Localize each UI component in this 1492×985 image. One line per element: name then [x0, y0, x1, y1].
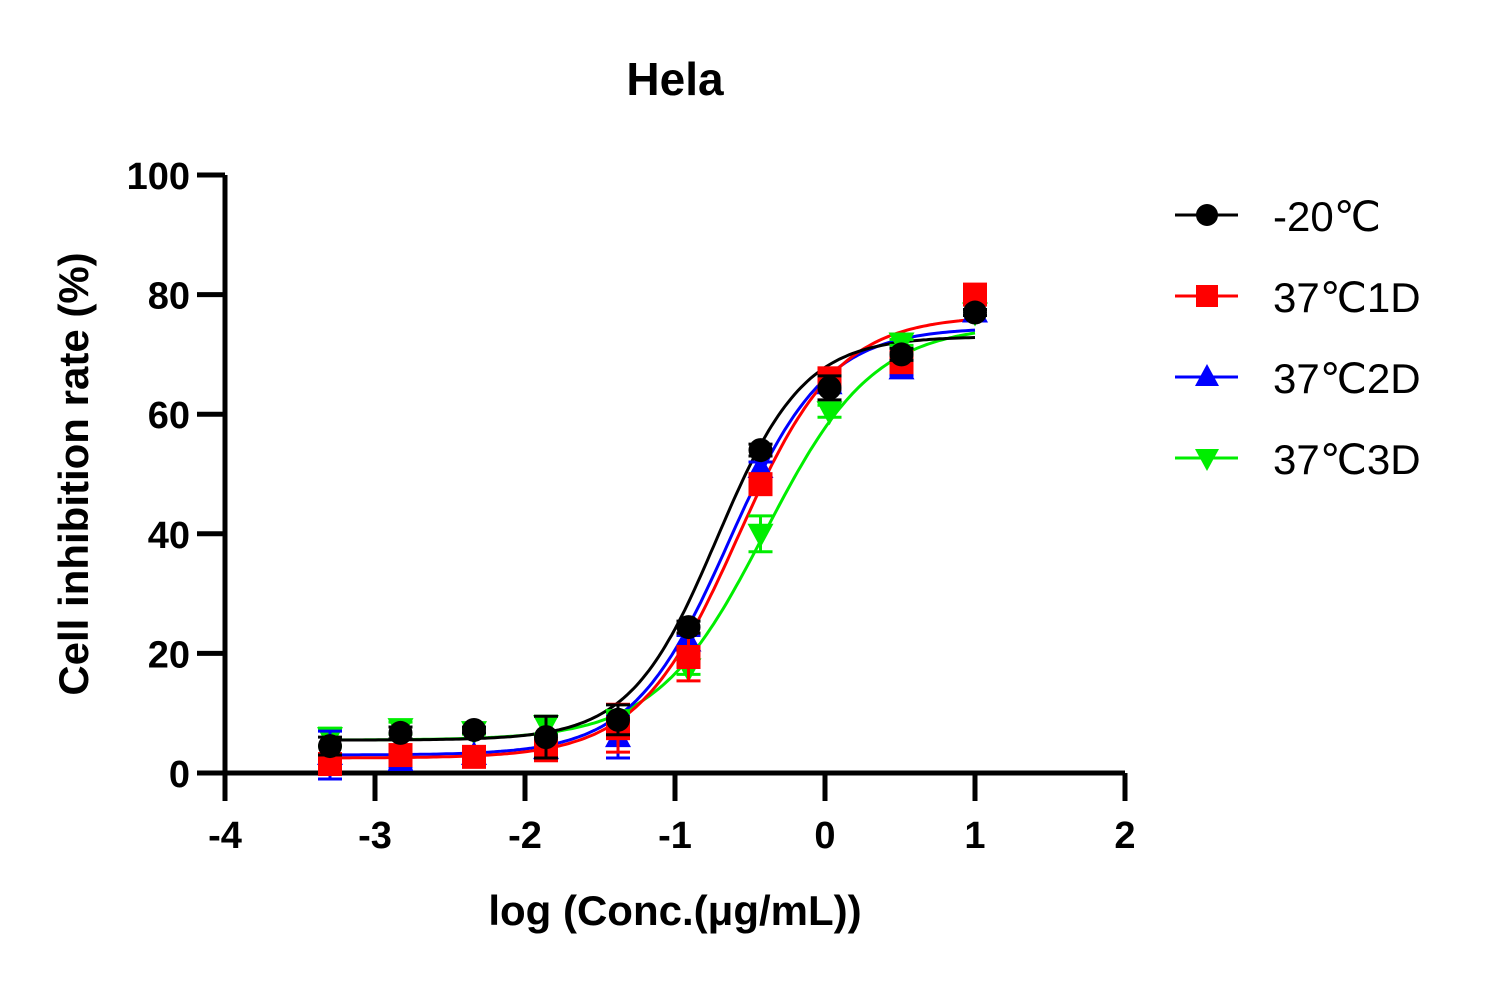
legend-label: 37℃3D: [1273, 436, 1421, 483]
square-marker: [748, 472, 773, 497]
legend-label: -20℃: [1273, 193, 1381, 240]
y-axis-label: Cell inhibition rate (%): [50, 252, 97, 695]
legend: -20℃ 37℃1D 37℃2D 37℃3D: [1175, 193, 1421, 483]
square-marker: [388, 743, 413, 768]
chart-title: Hela: [626, 53, 724, 105]
y-tick-label: 0: [169, 754, 190, 796]
fit-curve: [330, 336, 976, 742]
x-tick-label: -1: [658, 815, 692, 857]
x-tick-label: -3: [358, 815, 392, 857]
x-tick-label: 1: [964, 815, 985, 857]
circle-marker: [676, 615, 701, 640]
x-tick-label: 2: [1114, 815, 1135, 857]
square-marker: [1196, 285, 1218, 307]
y-tick-label: 80: [148, 276, 190, 318]
circle-marker: [748, 438, 773, 463]
circle-marker: [1196, 204, 1218, 226]
legend-label: 37℃1D: [1273, 274, 1421, 321]
square-marker: [462, 744, 486, 769]
legend-label: 37℃2D: [1273, 355, 1421, 402]
circle-marker: [889, 342, 914, 367]
triangle-down-marker: [747, 523, 774, 548]
series-points: [318, 300, 987, 760]
circle-marker: [817, 375, 842, 400]
circle-marker: [462, 717, 486, 742]
fit-curve: [330, 317, 976, 760]
y-tick-label: 60: [148, 395, 190, 437]
y-tick-label: 40: [148, 515, 190, 557]
fit-curve: [330, 331, 976, 742]
circle-marker: [388, 720, 413, 745]
circle-marker: [963, 300, 987, 325]
fit-curve: [329, 328, 976, 757]
x-tick-label: -2: [508, 815, 542, 857]
fit-curves: [329, 317, 976, 760]
y-tick-label: 20: [148, 634, 190, 676]
circle-marker: [534, 725, 558, 750]
square-marker: [676, 644, 701, 669]
y-tick-label: 100: [127, 156, 190, 198]
circle-marker: [318, 734, 342, 759]
triangle-up-marker: [1195, 364, 1219, 386]
triangle-up-marker: [747, 454, 774, 479]
series-points: [317, 298, 988, 781]
x-axis-label: log (Conc.(μg/mL)): [488, 887, 861, 934]
triangle-down-marker: [816, 401, 843, 426]
series-points: [318, 282, 987, 777]
x-tick-label: 0: [814, 815, 835, 857]
triangle-down-marker: [1195, 449, 1219, 471]
x-tick-label: -4: [208, 815, 242, 857]
circle-marker: [606, 707, 630, 732]
data-points: [317, 282, 988, 781]
